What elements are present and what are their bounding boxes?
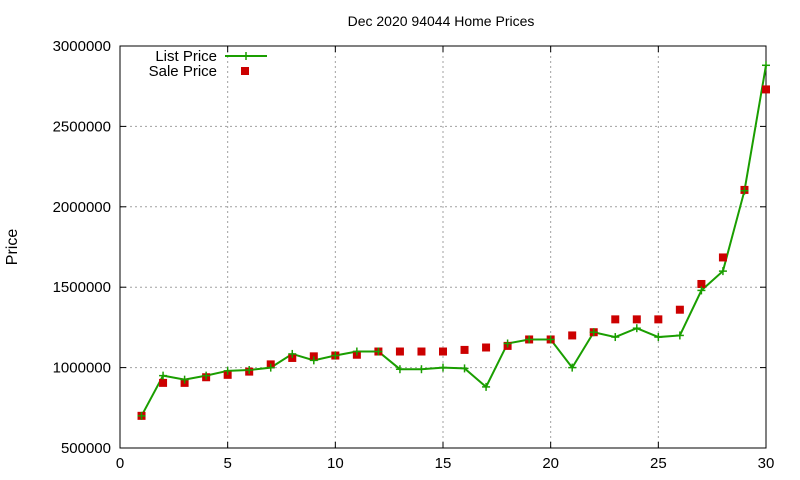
point-sale-price — [654, 315, 663, 324]
legend-marker-sale-price — [241, 67, 249, 75]
point-list-price — [740, 186, 749, 195]
legend-label-list-price: List Price — [155, 48, 217, 65]
point-sale-price — [159, 378, 168, 387]
point-list-price — [568, 363, 577, 372]
point-list-price — [632, 324, 641, 333]
y-tick-label: 1500000 — [53, 279, 111, 296]
series — [137, 61, 770, 420]
point-list-price — [202, 371, 211, 380]
point-sale-price — [223, 370, 232, 379]
point-list-price — [697, 286, 706, 295]
point-sale-price — [482, 343, 491, 352]
series-line-list-price — [140, 65, 767, 417]
point-list-price — [525, 335, 534, 344]
point-list-price — [546, 335, 555, 344]
x-tick-label: 25 — [650, 455, 667, 472]
x-tick-label: 5 — [223, 455, 231, 472]
y-tick-label: 500000 — [61, 440, 111, 457]
x-tick-label: 10 — [327, 455, 344, 472]
point-list-price — [589, 328, 598, 337]
point-sale-price — [675, 305, 684, 314]
point-list-price — [266, 363, 275, 372]
point-sale-price — [718, 253, 727, 262]
point-list-price — [245, 366, 254, 375]
point-sale-price — [568, 331, 577, 340]
point-list-price — [482, 382, 491, 391]
y-tick-label: 2000000 — [53, 199, 111, 216]
legend-marker-list-price — [242, 52, 250, 60]
y-axis-label: Price — [4, 229, 21, 266]
point-sale-price — [460, 345, 469, 354]
point-list-price — [331, 351, 340, 360]
point-list-price — [654, 333, 663, 342]
point-list-price — [417, 365, 426, 374]
point-list-price — [675, 331, 684, 340]
y-tick-label: 2500000 — [53, 118, 111, 135]
point-list-price — [395, 365, 404, 374]
point-list-price — [762, 61, 770, 70]
point-list-price — [223, 366, 232, 375]
point-sale-price — [762, 85, 770, 94]
point-sale-price — [395, 347, 404, 356]
point-list-price — [460, 364, 469, 373]
point-list-price — [352, 347, 361, 356]
x-tick-label: 15 — [435, 455, 452, 472]
point-list-price — [159, 371, 168, 380]
y-tick-label: 3000000 — [53, 38, 111, 55]
point-sale-price — [439, 347, 447, 356]
chart-title: Dec 2020 94044 Home Prices — [348, 13, 535, 29]
point-list-price — [611, 333, 620, 342]
x-tick-label: 0 — [116, 455, 124, 472]
point-sale-price — [632, 315, 641, 324]
point-list-price — [439, 363, 447, 372]
point-list-price — [718, 267, 727, 276]
point-list-price — [503, 339, 512, 348]
legend-label-sale-price: Sale Price — [149, 63, 217, 80]
point-sale-price — [611, 315, 620, 324]
grid — [120, 46, 766, 448]
point-sale-price — [697, 279, 706, 288]
x-tick-label: 20 — [542, 455, 559, 472]
point-list-price — [309, 356, 318, 365]
point-sale-price — [417, 347, 426, 356]
point-list-price — [374, 347, 383, 356]
legend: List Price Sale Price — [149, 48, 267, 80]
x-tick-label: 30 — [758, 455, 775, 472]
point-sale-price — [309, 352, 318, 361]
axis-ticks: 0 5 10 15 20 25 30 500000 1000000 1500000 2000000 2… — [53, 38, 775, 472]
point-sale-price — [288, 353, 297, 362]
point-list-price — [137, 411, 146, 420]
y-tick-label: 1000000 — [53, 360, 111, 377]
point-list-price — [180, 375, 189, 384]
point-list-price — [288, 349, 297, 358]
